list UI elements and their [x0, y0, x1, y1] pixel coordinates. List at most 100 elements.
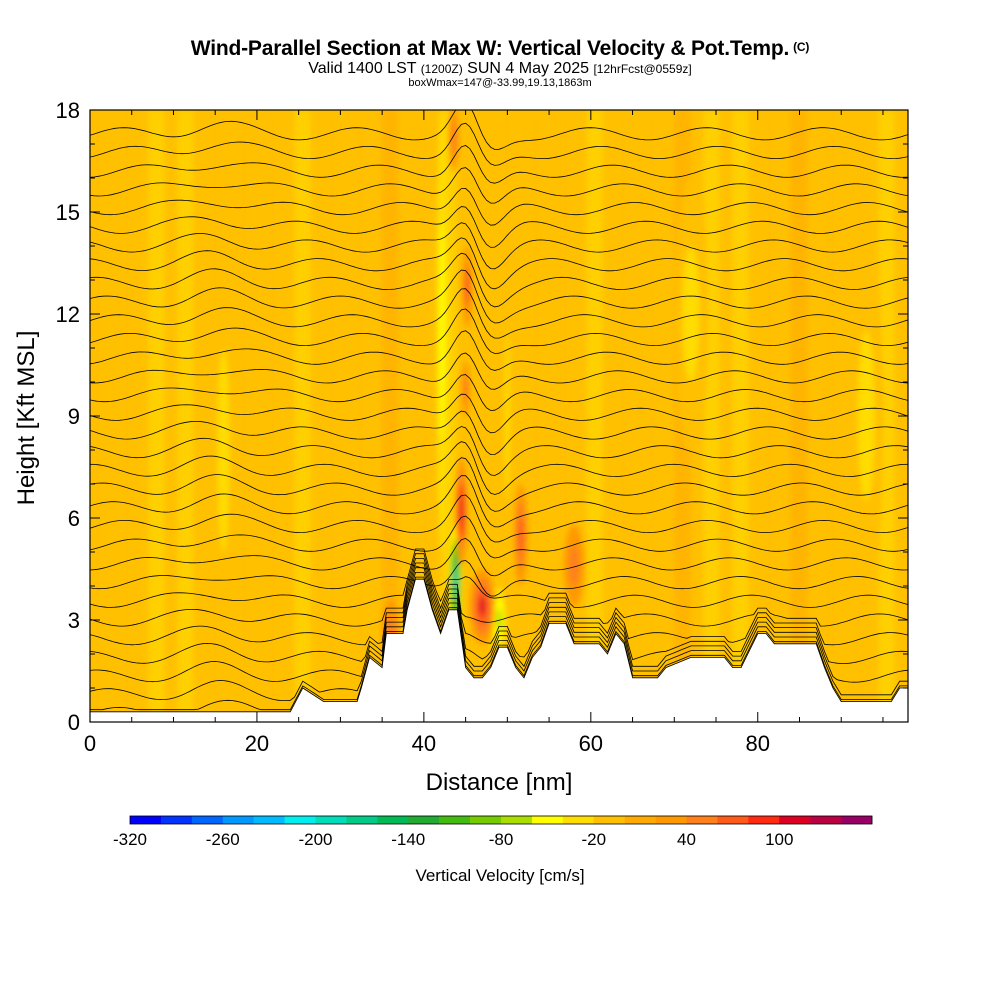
field-band: [820, 110, 837, 722]
updraft-cell: [463, 375, 468, 403]
isentrope-line: [90, 269, 908, 324]
colorbar-swatch: [470, 816, 502, 824]
forecast-info: [12hrFcst@0559z]: [593, 62, 692, 76]
field-band: [177, 110, 194, 722]
colorbar-swatch: [346, 816, 378, 824]
isentrope-line: [90, 237, 908, 290]
field-band: [323, 110, 340, 722]
colorbar-swatch: [501, 816, 533, 824]
y-axis: 0 3 6 9 12 15 18: [56, 98, 908, 735]
colorbar-tick-label: -20: [581, 830, 606, 849]
y-axis-title: Height [Kft MSL]: [13, 331, 40, 506]
isentrope-line: [90, 457, 908, 512]
x-tick-label: 40: [412, 731, 436, 756]
field-band: [528, 110, 545, 722]
isentrope-line: [90, 441, 908, 495]
field-band: [352, 110, 369, 722]
colorbar-swatch: [253, 816, 285, 824]
downdraft-cell: [504, 331, 510, 501]
isentrope-line: [90, 222, 908, 270]
field-band: [119, 110, 136, 722]
y-tick-label: 6: [68, 506, 80, 531]
terrain-fill: [90, 578, 908, 722]
colorbar-swatch: [130, 816, 162, 824]
colorbar-swatch: [717, 816, 749, 824]
field-band: [586, 110, 603, 722]
updraft-cell: [569, 545, 580, 586]
colorbar-swatch: [377, 816, 409, 824]
updraft-cell: [451, 120, 457, 155]
colorbar-tick-label: -200: [298, 830, 332, 849]
colorbar-swatch: [160, 816, 193, 824]
colorbar-swatch: [562, 816, 595, 824]
colorbar-swatch: [810, 816, 842, 824]
field-band: [236, 110, 253, 722]
colorbar-tick-label: -140: [391, 830, 425, 849]
isentrope-line: [90, 572, 908, 701]
isentrope-line: [90, 187, 908, 226]
isentrope-line: [90, 308, 908, 354]
colorbar-swatch: [191, 816, 224, 824]
box-info: boxWmax=147@-33.99,19.13,1863m: [408, 77, 592, 89]
chart-title: Wind-Parallel Section at Max W: Vertical…: [190, 37, 810, 60]
isentrope-line: [90, 559, 908, 597]
downdraft-cell: [682, 246, 700, 382]
copyright-mark: (C): [793, 40, 810, 54]
downdraft-cell: [439, 220, 446, 442]
colorbar-swatch: [593, 816, 625, 824]
colorbar-swatch: [408, 816, 440, 824]
colorbar-swatch: [686, 816, 718, 824]
colorbar-title: Vertical Velocity [cm/s]: [415, 866, 584, 885]
colorbar-swatch: [655, 816, 687, 824]
isentrope-line: [90, 393, 908, 434]
colorbar-tick-label: -320: [113, 830, 147, 849]
colorbar-swatch: [439, 816, 471, 824]
colorbar-tick-label: -80: [489, 830, 514, 849]
updraft-cell: [459, 497, 463, 525]
x-tick-label: 0: [84, 731, 96, 756]
isentrope-line: [90, 576, 908, 711]
field-band: [645, 110, 662, 722]
x-tick-label: 60: [579, 731, 603, 756]
isentrope-line: [90, 122, 908, 166]
isentrope-line: [90, 475, 908, 528]
colorbar-swatch: [284, 816, 316, 824]
colorbar-tick-label: 40: [677, 830, 696, 849]
x-axis: 0 20 40 60 80: [84, 110, 884, 756]
downdraft-cell: [217, 348, 230, 552]
colorbar-tick-label: -260: [206, 830, 240, 849]
field-band: [878, 110, 895, 722]
isentrope-line: [90, 206, 908, 248]
field-band: [294, 110, 311, 722]
isentrope-line: [90, 426, 908, 476]
isentrope-line: [90, 567, 908, 683]
isentrope-line: [90, 374, 908, 411]
colorbar-swatch: [222, 816, 254, 824]
isentrope-line: [90, 252, 908, 308]
colorbar-swatch: [531, 816, 564, 824]
colorbar-swatch: [779, 816, 811, 824]
field-band: [469, 110, 486, 722]
y-tick-label: 9: [68, 404, 80, 429]
isentrope-line: [90, 145, 908, 184]
field-band: [382, 110, 399, 722]
isentrope-line: [90, 537, 908, 577]
isentrope-line: [90, 553, 908, 627]
valid-time: Valid 1400 LST: [308, 60, 417, 77]
colorbar-swatch: [624, 816, 656, 824]
isentrope-line: [90, 558, 908, 646]
downdraft-cell: [454, 573, 457, 592]
updraft-cell: [479, 597, 486, 616]
updraft-cell: [518, 518, 523, 552]
y-tick-label: 12: [56, 302, 80, 327]
isentrope-line: [90, 410, 908, 456]
field-band: [703, 110, 720, 722]
isentrope-line: [90, 110, 908, 150]
y-tick-label: 3: [68, 608, 80, 633]
colorbar-frame: [129, 815, 873, 825]
chart-subtitle: Valid 1400 LST (1200Z) SUN 4 May 2025 [1…: [0, 60, 1000, 78]
vertical-velocity-field: [90, 110, 908, 722]
colorbar-swatch: [841, 816, 873, 824]
field-band: [148, 110, 165, 722]
x-axis-title: Distance [nm]: [426, 769, 573, 796]
